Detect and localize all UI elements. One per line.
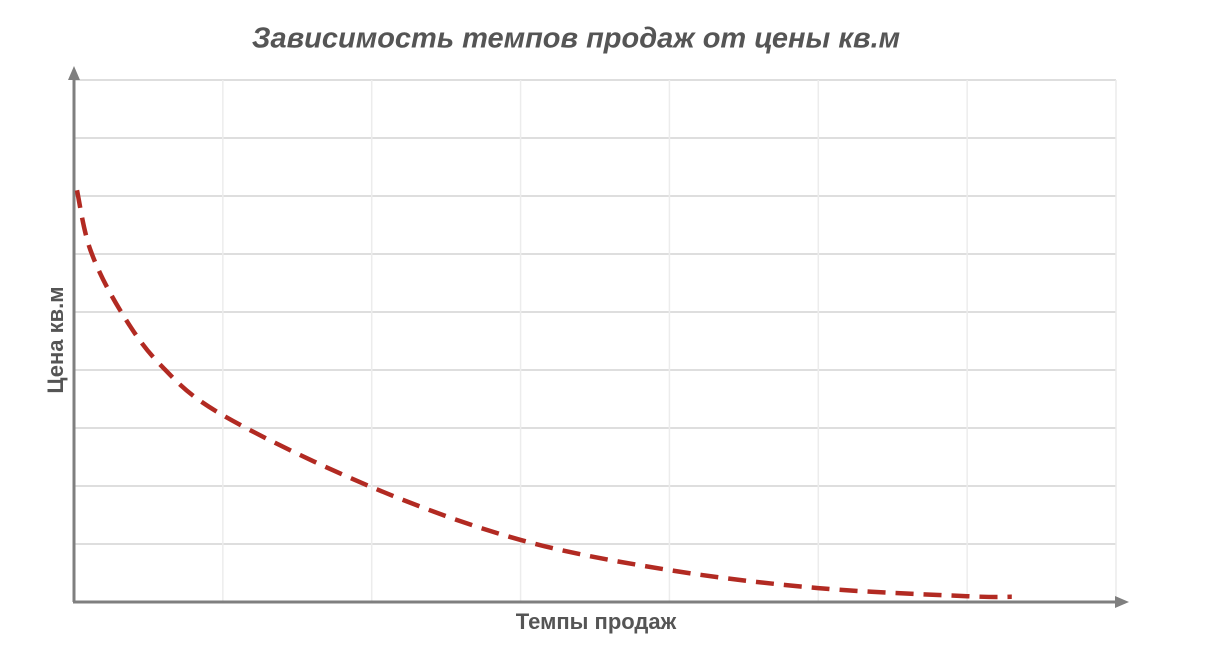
y-axis-arrow bbox=[68, 66, 80, 80]
x-axis-arrow bbox=[1115, 596, 1129, 608]
axes bbox=[68, 66, 1129, 608]
data-line bbox=[74, 189, 1012, 600]
grid bbox=[73, 79, 1117, 603]
x-axis-label: Темпы продаж bbox=[516, 609, 677, 634]
chart-title: Зависимость темпов продаж от цены кв.м bbox=[252, 23, 900, 55]
y-axis-label: Цена кв.м bbox=[43, 286, 68, 393]
